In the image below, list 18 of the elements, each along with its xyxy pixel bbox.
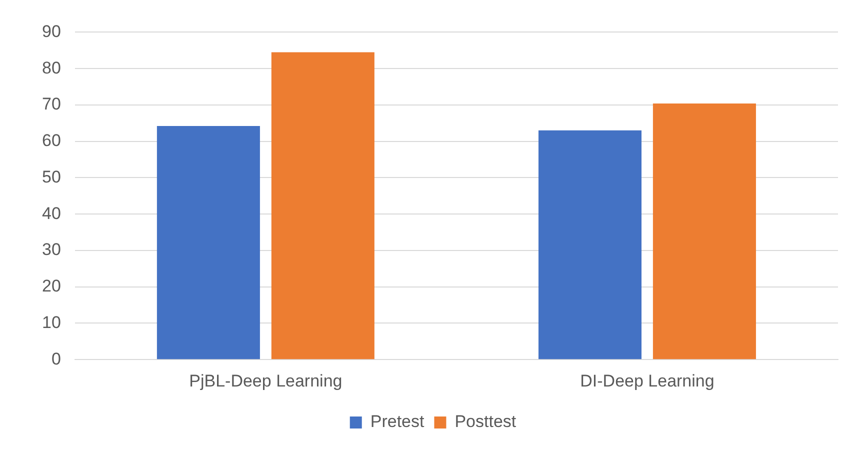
legend-label: Pretest	[370, 412, 424, 432]
y-tick-label: 90	[42, 22, 61, 41]
y-tick-label: 70	[42, 94, 61, 114]
bar	[271, 52, 374, 360]
y-tick-label: 20	[42, 276, 61, 296]
legend-label: Posttest	[454, 412, 516, 432]
y-tick-label: 30	[42, 240, 61, 260]
bar	[538, 130, 642, 360]
x-tick-label: PjBL-Deep Learning	[189, 371, 342, 390]
y-tick-label: 0	[51, 349, 61, 368]
y-tick-label: 80	[42, 58, 61, 78]
y-tick-label: 50	[42, 167, 61, 186]
y-tick-label: 60	[42, 131, 61, 150]
bar	[156, 126, 260, 360]
x-tick-label: DI-Deep Learning	[580, 371, 714, 390]
y-tick-label: 40	[42, 204, 61, 223]
bar	[652, 104, 756, 360]
y-tick-label: 10	[42, 312, 61, 332]
